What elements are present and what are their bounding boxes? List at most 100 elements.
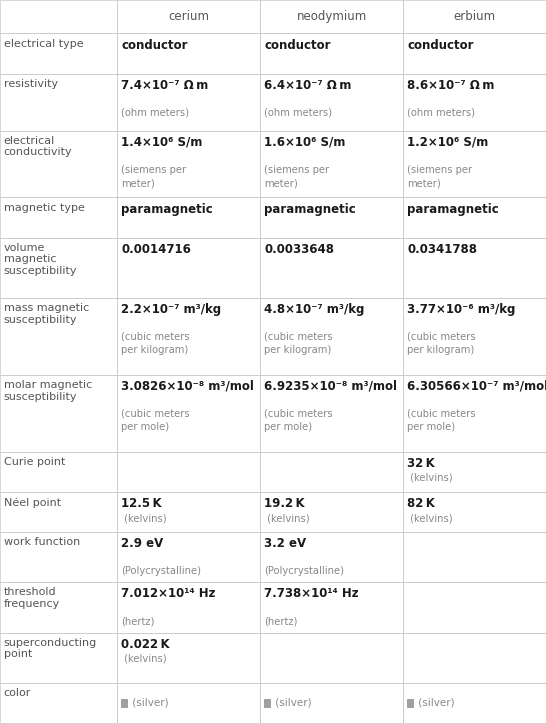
Text: threshold
frequency: threshold frequency <box>4 588 60 609</box>
Text: 7.738×10¹⁴ Hz: 7.738×10¹⁴ Hz <box>264 588 359 601</box>
Bar <box>260 298 403 375</box>
Text: 12.5 K: 12.5 K <box>121 497 162 510</box>
Text: 6.9235×10⁻⁸ m³/mol: 6.9235×10⁻⁸ m³/mol <box>264 380 397 393</box>
Text: (cubic meters: (cubic meters <box>407 332 476 342</box>
Text: (cubic meters: (cubic meters <box>264 409 333 419</box>
Bar <box>403 452 546 492</box>
Text: 0.0014716: 0.0014716 <box>121 243 191 256</box>
Text: per mole): per mole) <box>407 422 455 432</box>
Text: cerium: cerium <box>168 10 210 23</box>
Text: 1.2×10⁶ S/m: 1.2×10⁶ S/m <box>407 136 489 149</box>
Text: per mole): per mole) <box>121 422 169 432</box>
Text: 82 K: 82 K <box>407 497 435 510</box>
Text: magnetic type: magnetic type <box>4 202 85 213</box>
Text: meter): meter) <box>407 178 441 188</box>
Bar <box>0 583 117 633</box>
Text: (ohm meters): (ohm meters) <box>407 108 476 118</box>
Text: 0.0341788: 0.0341788 <box>407 243 477 256</box>
Bar <box>117 375 260 452</box>
Text: (silver): (silver) <box>415 698 455 708</box>
Bar <box>121 699 127 706</box>
Text: conductor: conductor <box>121 38 188 51</box>
Text: (Polycrystalline): (Polycrystalline) <box>264 566 345 576</box>
Text: 8.6×10⁻⁷ Ω m: 8.6×10⁻⁷ Ω m <box>407 79 495 92</box>
Text: resistivity: resistivity <box>4 79 58 89</box>
Text: electrical type: electrical type <box>4 38 84 48</box>
Bar <box>260 583 403 633</box>
Text: 1.6×10⁶ S/m: 1.6×10⁶ S/m <box>264 136 346 149</box>
Text: conductor: conductor <box>264 38 331 51</box>
Bar <box>117 131 260 197</box>
Bar <box>403 583 546 633</box>
Text: erbium: erbium <box>454 10 496 23</box>
Bar <box>0 452 117 492</box>
Bar <box>403 0 546 33</box>
Bar <box>407 699 413 706</box>
Text: (cubic meters: (cubic meters <box>264 332 333 342</box>
Bar <box>260 452 403 492</box>
Text: 3.2 eV: 3.2 eV <box>264 537 306 550</box>
Text: (kelvins): (kelvins) <box>407 473 453 483</box>
Bar <box>0 33 117 74</box>
Text: 2.9 eV: 2.9 eV <box>121 537 163 550</box>
Text: paramagnetic: paramagnetic <box>121 202 213 215</box>
Text: 1.4×10⁶ S/m: 1.4×10⁶ S/m <box>121 136 203 149</box>
Text: neodymium: neodymium <box>297 10 367 23</box>
Text: (hertz): (hertz) <box>264 617 298 626</box>
Bar <box>117 298 260 375</box>
Text: (kelvins): (kelvins) <box>264 513 310 523</box>
Bar <box>403 683 546 723</box>
Text: (siemens per: (siemens per <box>121 165 186 174</box>
Text: (ohm meters): (ohm meters) <box>121 108 189 118</box>
Bar <box>117 0 260 33</box>
Bar <box>117 197 260 238</box>
Bar <box>260 197 403 238</box>
Bar <box>260 683 403 723</box>
Text: (cubic meters: (cubic meters <box>121 332 190 342</box>
Text: (cubic meters: (cubic meters <box>407 409 476 419</box>
Bar <box>403 532 546 583</box>
Bar <box>403 33 546 74</box>
Text: 6.4×10⁻⁷ Ω m: 6.4×10⁻⁷ Ω m <box>264 79 352 92</box>
Bar <box>260 375 403 452</box>
Bar <box>0 532 117 583</box>
Text: (kelvins): (kelvins) <box>121 513 167 523</box>
Text: (kelvins): (kelvins) <box>121 654 167 664</box>
Bar <box>0 238 117 298</box>
Bar <box>260 532 403 583</box>
Bar <box>0 375 117 452</box>
Bar <box>117 74 260 131</box>
Bar <box>260 74 403 131</box>
Text: superconducting
point: superconducting point <box>4 638 97 659</box>
Bar <box>403 197 546 238</box>
Text: (kelvins): (kelvins) <box>407 513 453 523</box>
Text: 7.012×10¹⁴ Hz: 7.012×10¹⁴ Hz <box>121 588 216 601</box>
Bar <box>260 0 403 33</box>
Text: (silver): (silver) <box>272 698 312 708</box>
Text: (hertz): (hertz) <box>121 617 155 626</box>
Bar <box>117 238 260 298</box>
Text: color: color <box>4 688 31 698</box>
Text: per kilogram): per kilogram) <box>121 346 188 356</box>
Text: paramagnetic: paramagnetic <box>407 202 499 215</box>
Text: work function: work function <box>4 537 80 547</box>
Text: mass magnetic
susceptibility: mass magnetic susceptibility <box>4 303 89 325</box>
Bar <box>260 633 403 683</box>
Bar <box>117 683 260 723</box>
Bar <box>117 633 260 683</box>
Bar <box>117 452 260 492</box>
Bar <box>0 683 117 723</box>
Text: (silver): (silver) <box>129 698 169 708</box>
Bar <box>0 197 117 238</box>
Text: 4.8×10⁻⁷ m³/kg: 4.8×10⁻⁷ m³/kg <box>264 303 365 316</box>
Bar <box>403 131 546 197</box>
Text: (ohm meters): (ohm meters) <box>264 108 333 118</box>
Text: 6.30566×10⁻⁷ m³/mol: 6.30566×10⁻⁷ m³/mol <box>407 380 546 393</box>
Bar <box>117 532 260 583</box>
Text: Néel point: Néel point <box>4 497 61 508</box>
Text: Curie point: Curie point <box>4 457 65 467</box>
Text: 19.2 K: 19.2 K <box>264 497 305 510</box>
Bar <box>403 375 546 452</box>
Bar <box>260 492 403 532</box>
Text: 3.77×10⁻⁶ m³/kg: 3.77×10⁻⁶ m³/kg <box>407 303 515 316</box>
